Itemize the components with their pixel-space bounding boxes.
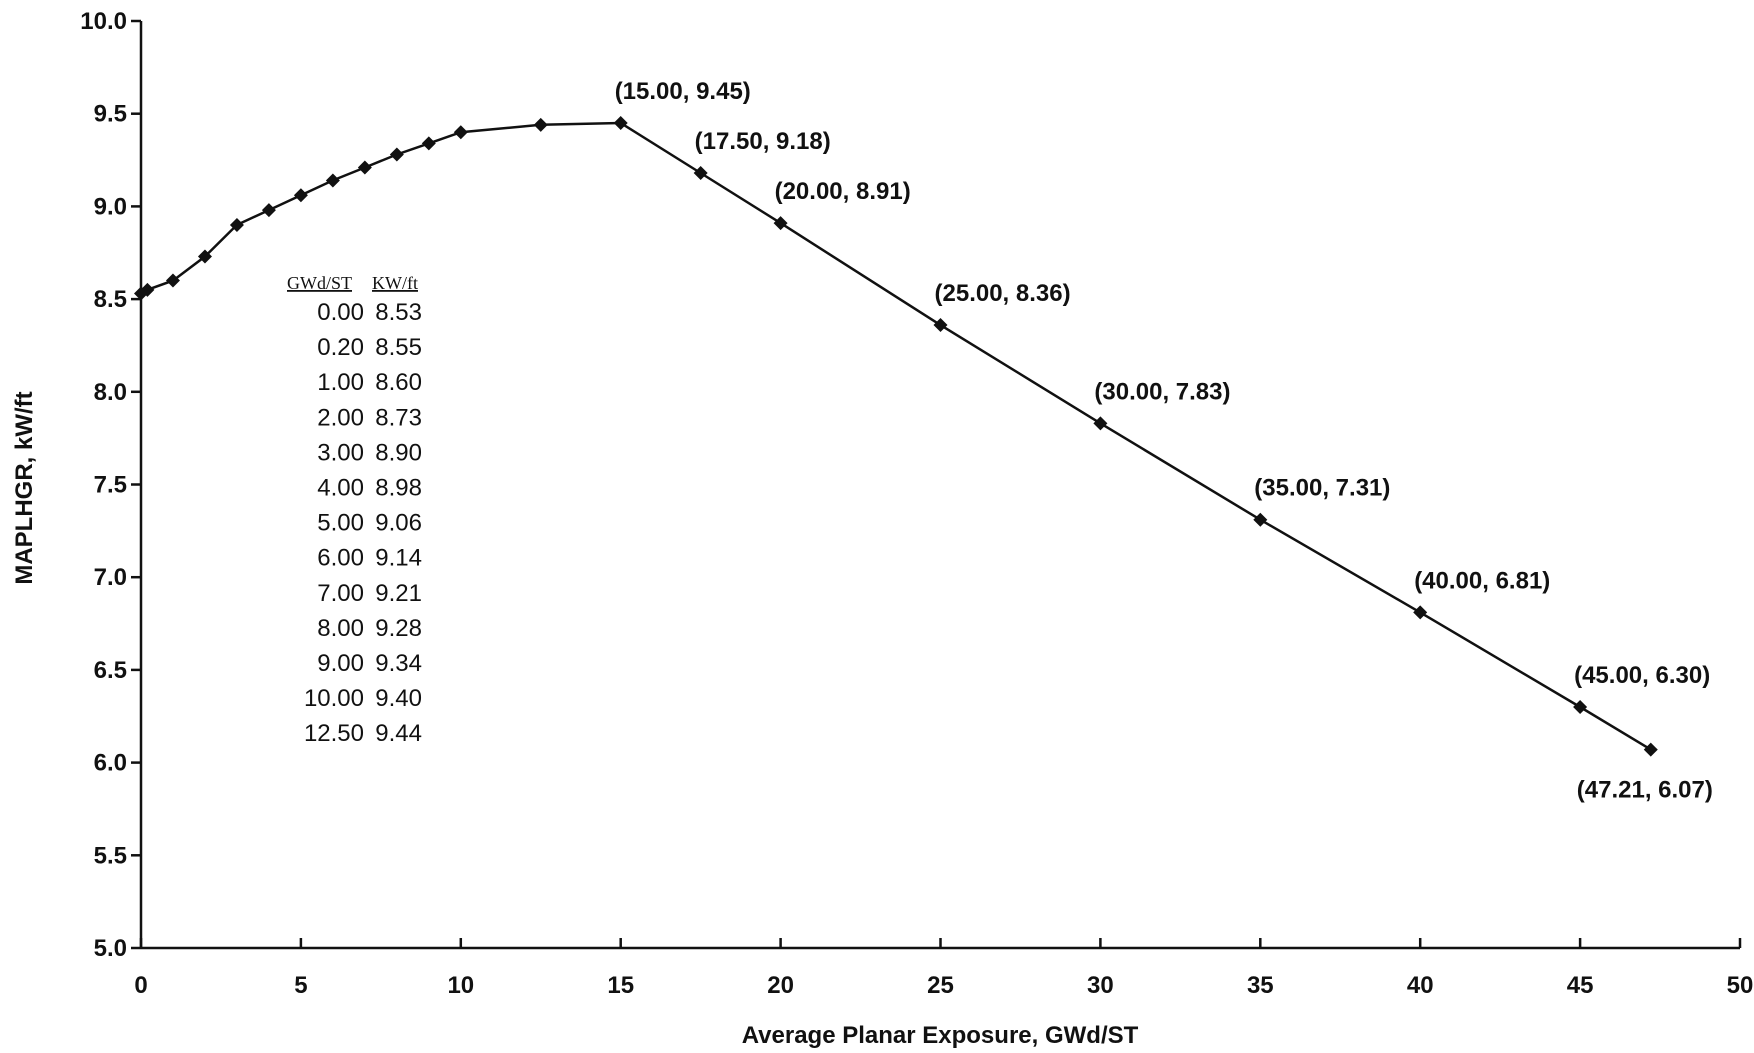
table-cell-exposure: 1.00 [317,369,364,396]
point-label: (35.00, 7.31) [1254,475,1390,502]
point-label: (20.00, 8.91) [775,178,911,205]
point-label: (25.00, 8.36) [935,280,1071,307]
x-tick-label: 10 [447,972,474,999]
table-cell-exposure: 0.00 [317,299,364,326]
data-point [140,282,155,297]
table-cell-exposure: 6.00 [317,545,364,572]
table-cell-exposure: 5.00 [317,510,364,537]
data-point [421,136,436,151]
y-tick-label: 6.5 [94,657,127,684]
data-point [1253,512,1268,527]
data-point [325,173,340,188]
x-tick-label: 5 [294,972,307,999]
data-point [1573,699,1588,714]
data-point [165,273,180,288]
table-cell-exposure: 8.00 [317,615,364,642]
table-cell-exposure: 2.00 [317,404,364,431]
point-labels: (15.00, 9.45) (17.50, 9.18) (20.00, 8.91) (… [615,78,1713,804]
series [134,115,1658,757]
table-header-gwd: GWd/ST [287,273,352,293]
table-cell-exposure: 3.00 [317,439,364,466]
x-tick-label: 40 [1407,972,1434,999]
table-cell-exposure: 9.00 [317,650,364,677]
x-tick-label: 30 [1087,972,1114,999]
table-cell-exposure: 12.50 [304,720,364,747]
table-cell-exposure: 4.00 [317,475,364,502]
data-point [1093,416,1108,431]
point-label: (15.00, 9.45) [615,78,751,105]
y-tick-label: 6.0 [94,750,127,777]
y-tick-label: 9.0 [94,193,127,220]
x-tick-label: 0 [134,972,147,999]
y-tick-label: 9.5 [94,101,127,128]
table-cell-kwft: 8.73 [375,404,422,431]
table-cell-kwft: 9.44 [375,720,422,747]
x-ticks: 0 5 10 15 20 25 30 35 40 45 50 [134,938,1753,999]
table-cell-kwft: 9.40 [375,685,422,712]
data-point [1643,742,1658,757]
table-cell-exposure: 10.00 [304,685,364,712]
data-point [613,115,628,130]
point-label: (45.00, 6.30) [1574,662,1710,689]
point-label: (47.21, 6.07) [1577,777,1713,804]
y-tick-label: 8.5 [94,286,127,313]
x-tick-label: 15 [607,972,634,999]
y-ticks: 5.0 5.5 6.0 6.5 7.0 7.5 8.0 8.5 9.0 9.5 10.0 [80,8,141,962]
data-point [693,166,708,181]
x-axis-title: Average Planar Exposure, GWd/ST [742,1022,1139,1049]
table-cell-exposure: 7.00 [317,580,364,607]
table-cell-exposure: 0.20 [317,334,364,361]
markers [134,115,1658,757]
table-cell-kwft: 8.55 [375,334,422,361]
data-point [261,203,276,218]
data-point [293,188,308,203]
data-point [773,216,788,231]
table-cell-kwft: 8.90 [375,439,422,466]
data-point [533,117,548,132]
x-tick-label: 50 [1727,972,1754,999]
table-header-kwft: KW/ft [372,273,418,293]
table-cell-kwft: 9.06 [375,510,422,537]
x-tick-label: 45 [1567,972,1594,999]
y-tick-label: 10.0 [80,8,127,35]
data-point [933,318,948,333]
data-point [229,217,244,232]
series-line [140,121,1652,751]
y-tick-label: 5.0 [94,935,127,962]
data-point [389,147,404,162]
point-label: (17.50, 9.18) [695,128,831,155]
table-cell-kwft: 8.53 [375,299,422,326]
data-table: GWd/ST KW/ft 0.00 8.53 0.20 8.55 1.00 8.60 2.00 8… [287,273,422,747]
table-cell-kwft: 8.98 [375,475,422,502]
axes: 0 5 10 15 20 25 30 35 40 45 50 5.0 5.5 6.0 6.5 7.0 7.5 8… [80,8,1753,999]
table-cell-kwft: 9.21 [375,580,422,607]
data-point [453,125,468,140]
y-tick-label: 8.0 [94,379,127,406]
table-cell-kwft: 9.34 [375,650,422,677]
point-label: (40.00, 6.81) [1414,567,1550,594]
table-cell-kwft: 9.14 [375,545,422,572]
y-tick-label: 7.5 [94,472,127,499]
data-point [357,160,372,175]
data-point [197,249,212,264]
x-tick-label: 20 [767,972,794,999]
table-cell-kwft: 8.60 [375,369,422,396]
data-point [1413,605,1428,620]
x-tick-label: 35 [1247,972,1274,999]
y-axis-title: MAPLHGR, kW/ft [11,391,38,584]
y-tick-label: 7.0 [94,564,127,591]
table-cell-kwft: 9.28 [375,615,422,642]
point-label: (30.00, 7.83) [1094,378,1230,405]
x-tick-label: 25 [927,972,954,999]
y-tick-label: 5.5 [94,842,127,869]
